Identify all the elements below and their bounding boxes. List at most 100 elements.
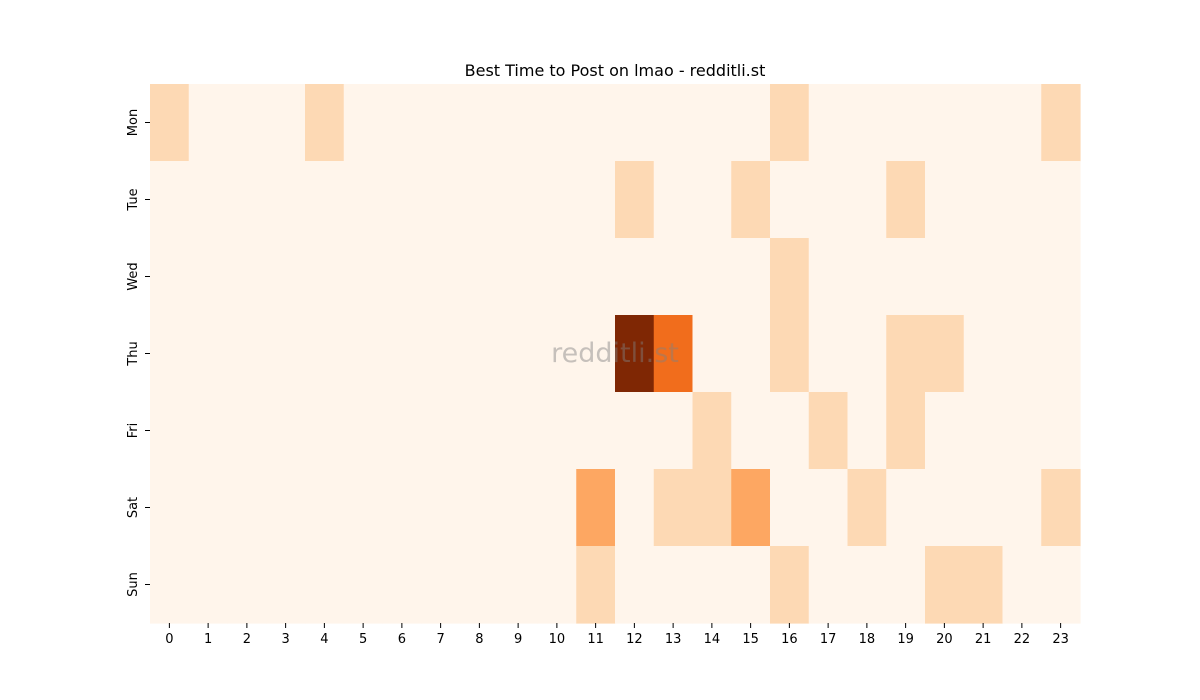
heatmap-cell-fri-1 — [188, 392, 229, 470]
heatmap-cell-wed-5 — [343, 238, 384, 316]
y-tick-label: Mon — [126, 109, 141, 136]
x-tick-label: 7 — [436, 632, 444, 647]
heatmap-cell-wed-2 — [227, 238, 267, 316]
heatmap-cell-thu-16 — [770, 315, 810, 393]
heatmap-cell-wed-8 — [460, 238, 500, 316]
heatmap-cell-sun-21 — [963, 546, 1004, 624]
heatmap-cell-mon-12 — [615, 84, 655, 162]
heatmap-cell-tue-15 — [731, 161, 771, 239]
heatmap-cell-thu-5 — [343, 315, 384, 393]
heatmap-cell-thu-20 — [925, 315, 965, 393]
heatmap-cell-mon-15 — [731, 84, 771, 162]
heatmap-cell-wed-6 — [382, 238, 422, 316]
heatmap-cell-sun-9 — [498, 546, 539, 624]
heatmap-cell-sun-20 — [925, 546, 965, 624]
heatmap-cell-fri-21 — [963, 392, 1004, 470]
heatmap-cell-fri-6 — [382, 392, 422, 470]
heatmap-cell-tue-12 — [615, 161, 655, 239]
heatmap-cell-sun-12 — [615, 546, 655, 624]
watermark: redditli.st — [551, 338, 679, 369]
heatmap-cell-tue-18 — [847, 161, 887, 239]
heatmap-cell-wed-13 — [653, 238, 694, 316]
heatmap-cell-thu-15 — [731, 315, 771, 393]
heatmap-cell-fri-3 — [266, 392, 306, 470]
x-tick-label: 18 — [859, 632, 876, 647]
heatmap-cell-wed-14 — [692, 238, 732, 316]
heatmap-cell-sun-16 — [770, 546, 810, 624]
heatmap-cell-fri-4 — [305, 392, 345, 470]
heatmap-cell-thu-17 — [808, 315, 849, 393]
heatmap-cell-fri-12 — [615, 392, 655, 470]
heatmap-cell-wed-21 — [963, 238, 1004, 316]
heatmap-cell-thu-1 — [188, 315, 229, 393]
heatmap-cell-sun-3 — [266, 546, 306, 624]
heatmap-cell-tue-19 — [886, 161, 926, 239]
x-tick-label: 22 — [1014, 632, 1031, 647]
heatmap-cell-tue-8 — [460, 161, 500, 239]
heatmap-cell-tue-20 — [925, 161, 965, 239]
y-tick-label: Fri — [126, 423, 141, 439]
heatmap-cell-sat-11 — [576, 469, 616, 547]
heatmap-cell-fri-11 — [576, 392, 616, 470]
heatmap-cell-sun-4 — [305, 546, 345, 624]
heatmap-cell-mon-13 — [653, 84, 694, 162]
heatmap-cell-fri-23 — [1041, 392, 1081, 470]
heatmap-cell-mon-3 — [266, 84, 306, 162]
heatmap-cell-sun-6 — [382, 546, 422, 624]
heatmap-cell-thu-10 — [537, 315, 577, 393]
heatmap-cell-sun-5 — [343, 546, 384, 624]
heatmap-cell-wed-3 — [266, 238, 306, 316]
heatmap-cell-tue-5 — [343, 161, 384, 239]
heatmap-cell-wed-4 — [305, 238, 345, 316]
x-tick-label: 21 — [975, 632, 992, 647]
x-tick-label: 20 — [936, 632, 953, 647]
heatmap-cell-mon-8 — [460, 84, 500, 162]
x-tick-label: 13 — [665, 632, 682, 647]
heatmap-cell-mon-1 — [188, 84, 229, 162]
heatmap-cell-thu-22 — [1002, 315, 1042, 393]
heatmap-cell-wed-11 — [576, 238, 616, 316]
x-tick-label: 5 — [359, 632, 367, 647]
heatmap-cell-sat-1 — [188, 469, 229, 547]
heatmap-cell-tue-1 — [188, 161, 229, 239]
y-tick-label: Sat — [126, 497, 141, 518]
heatmap-cell-wed-17 — [808, 238, 849, 316]
heatmap-cell-sun-13 — [653, 546, 694, 624]
heatmap-cell-mon-6 — [382, 84, 422, 162]
heatmap-cell-tue-11 — [576, 161, 616, 239]
x-tick-label: 11 — [587, 632, 604, 647]
heatmap-cell-thu-23 — [1041, 315, 1081, 393]
heatmap-cell-sun-7 — [421, 546, 461, 624]
x-tick-label: 3 — [281, 632, 289, 647]
heatmap-cell-sun-1 — [188, 546, 229, 624]
heatmap-cell-fri-14 — [692, 392, 732, 470]
heatmap-cell-sat-4 — [305, 469, 345, 547]
heatmap-cell-tue-3 — [266, 161, 306, 239]
heatmap-cell-mon-20 — [925, 84, 965, 162]
x-tick-label: 6 — [398, 632, 406, 647]
x-tick-label: 10 — [549, 632, 566, 647]
heatmap-cell-thu-14 — [692, 315, 732, 393]
heatmap-cell-mon-5 — [343, 84, 384, 162]
heatmap-cell-fri-0 — [150, 392, 190, 470]
heatmap-cell-tue-22 — [1002, 161, 1042, 239]
heatmap-cell-fri-19 — [886, 392, 926, 470]
heatmap-cell-fri-10 — [537, 392, 577, 470]
heatmap-cell-sat-9 — [498, 469, 539, 547]
heatmap-cell-thu-6 — [382, 315, 422, 393]
y-tick-label: Thu — [126, 341, 141, 366]
heatmap-cell-wed-0 — [150, 238, 190, 316]
heatmap-cell-tue-23 — [1041, 161, 1081, 239]
heatmap-cell-tue-21 — [963, 161, 1004, 239]
heatmap-cell-wed-16 — [770, 238, 810, 316]
heatmap-cell-sat-23 — [1041, 469, 1081, 547]
heatmap-cell-sat-13 — [653, 469, 694, 547]
heatmap-cell-fri-13 — [653, 392, 694, 470]
heatmap-cell-sat-22 — [1002, 469, 1042, 547]
heatmap-cells — [150, 84, 1081, 624]
heatmap-cell-sun-23 — [1041, 546, 1081, 624]
heatmap-cell-thu-3 — [266, 315, 306, 393]
heatmap-cell-tue-2 — [227, 161, 267, 239]
heatmap-cell-thu-7 — [421, 315, 461, 393]
